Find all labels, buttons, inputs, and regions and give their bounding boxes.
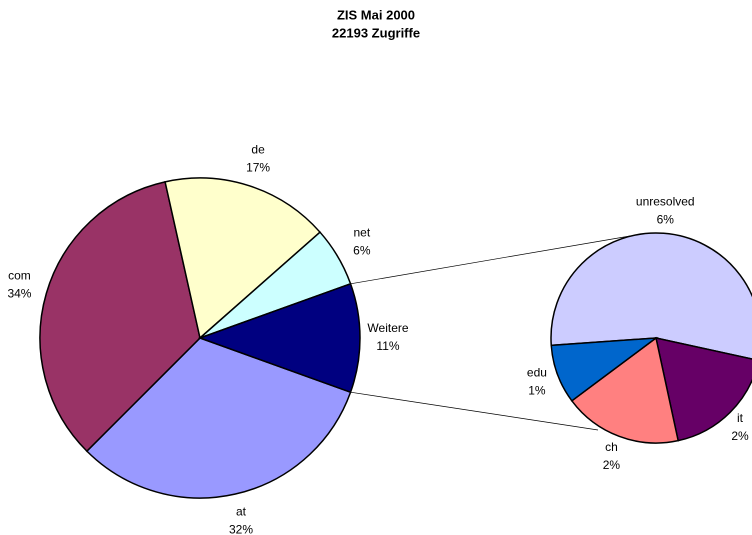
slice-label: com	[8, 269, 31, 283]
slice-value-label: 1%	[528, 383, 546, 397]
pie-slice	[39, 180, 201, 453]
pie-slice	[85, 337, 352, 499]
slice-value-label: 32%	[229, 523, 253, 535]
slice-value-label: 11%	[376, 339, 399, 353]
slice-value-label: 2%	[603, 458, 621, 472]
slice-label: it	[737, 411, 744, 425]
slice-label: ch	[605, 440, 618, 454]
connector	[350, 391, 599, 431]
chart-subtitle: 22193 Zugriffe	[332, 25, 420, 40]
slice-label: unresolved	[636, 195, 695, 209]
pie-slice	[550, 232, 752, 360]
slice-label: edu	[527, 365, 547, 379]
pie-slice	[164, 177, 322, 340]
pie-slice	[570, 336, 680, 444]
pie-slice	[197, 282, 361, 394]
slice-value-label: 17%	[246, 160, 270, 174]
slice-label: at	[236, 505, 247, 519]
pie-slice	[655, 337, 752, 442]
slice-value-label: 6%	[657, 213, 675, 227]
slice-value-label: 34%	[7, 287, 31, 301]
pie-slice	[550, 337, 659, 402]
slice-label: de	[251, 142, 265, 156]
slice-value-label: 6%	[353, 243, 371, 257]
connector	[350, 235, 631, 285]
slice-value-label: 2%	[731, 429, 749, 443]
chart-title: ZIS Mai 2000	[337, 7, 415, 22]
slice-label: Weitere	[367, 321, 408, 335]
slice-label: net	[353, 225, 370, 239]
